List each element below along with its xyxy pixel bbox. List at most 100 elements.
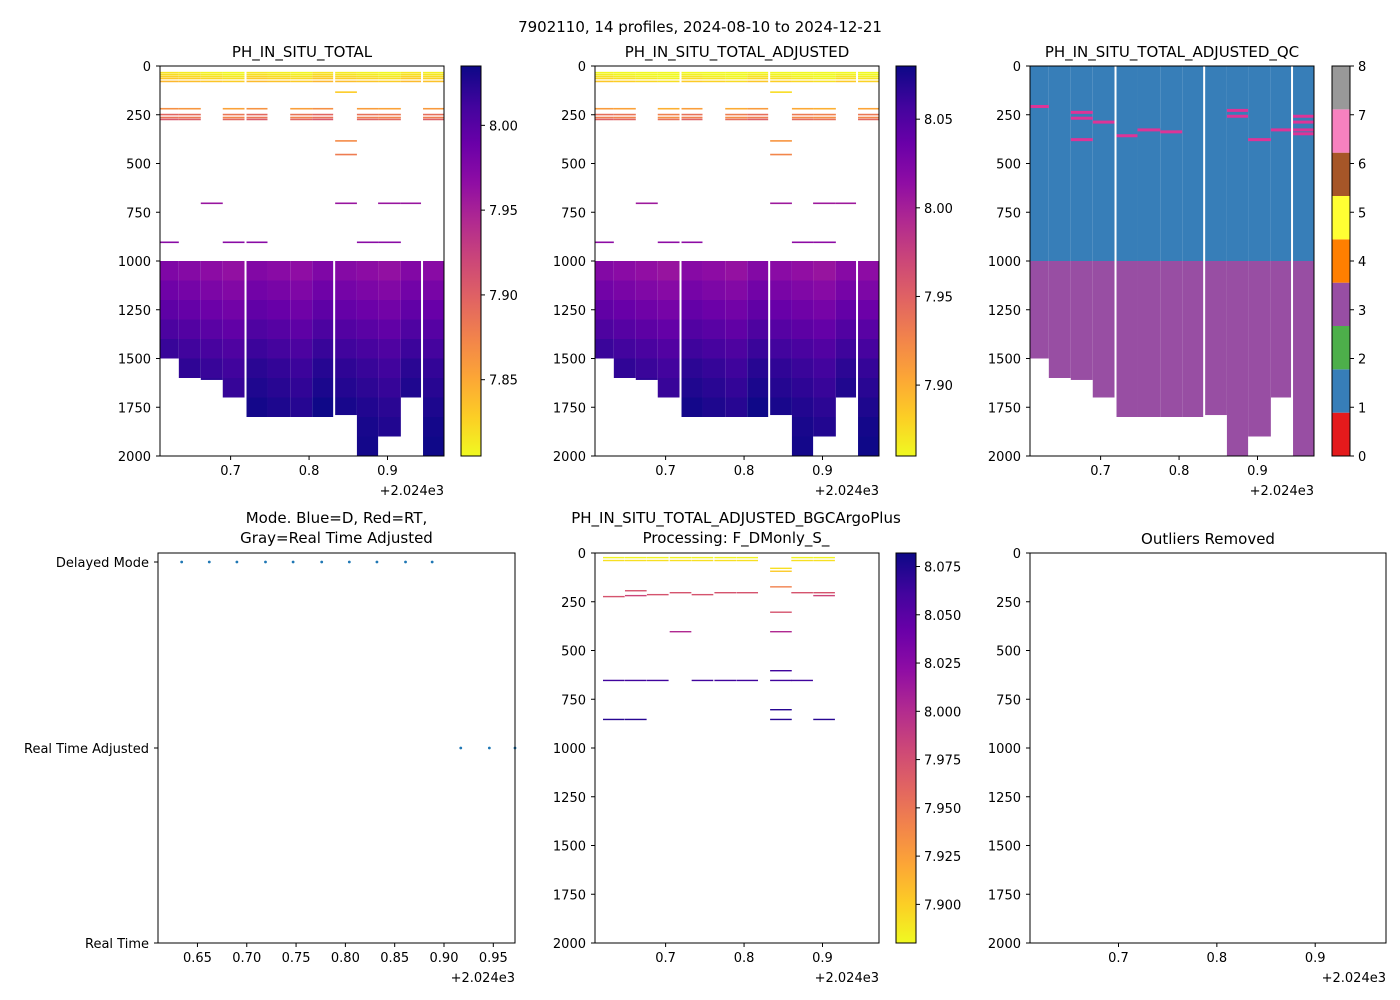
y-tick-label: 500 xyxy=(561,158,586,173)
heat-dash xyxy=(657,113,681,116)
colorbar-tick-label: 8.000 xyxy=(924,705,961,720)
heat-dash xyxy=(267,75,291,78)
heat-dash xyxy=(400,202,423,205)
heat-dash xyxy=(747,75,770,78)
heat-dash xyxy=(813,718,835,721)
x-offset-label: +2.024e3 xyxy=(815,484,879,499)
heat-cell xyxy=(400,358,423,378)
y-tick-label: 0 xyxy=(1013,547,1021,562)
y-tick-label: 500 xyxy=(126,158,151,173)
heat-cell xyxy=(312,319,335,339)
y-tick-label: 0 xyxy=(143,60,151,75)
heat-dash xyxy=(747,80,770,83)
heat-dash xyxy=(702,71,726,74)
heat-dash xyxy=(613,71,636,74)
heat-dash xyxy=(312,107,335,110)
heat-dash xyxy=(222,118,246,121)
heat-dash xyxy=(791,71,814,74)
heat-dash xyxy=(595,71,614,74)
heat-dash xyxy=(791,107,814,110)
heat-dash xyxy=(769,71,792,74)
heat-cell xyxy=(334,339,357,359)
heat-cell xyxy=(702,261,726,281)
x-tick-label: 0.95 xyxy=(479,951,508,966)
heat-dash xyxy=(857,75,879,78)
colorbar-tick-label: 5 xyxy=(1358,206,1366,221)
heat-cell xyxy=(769,261,792,281)
heat-cell xyxy=(680,339,703,359)
heat-dash xyxy=(334,80,357,83)
heat-cell xyxy=(334,378,357,398)
colorbar-tick-label: 8.075 xyxy=(924,561,961,576)
x-tick-label: 0.8 xyxy=(1169,464,1190,479)
heat-cell xyxy=(857,436,879,456)
heat-dash xyxy=(222,107,246,110)
heat-dash xyxy=(200,75,223,78)
y-category-label: Delayed Mode xyxy=(56,556,149,571)
heat-cell xyxy=(791,280,814,300)
heat-dash xyxy=(747,107,770,110)
heat-cell xyxy=(267,261,291,281)
heat-cell xyxy=(791,300,814,320)
mode-point xyxy=(235,560,239,564)
heat-dash xyxy=(857,80,879,83)
heat-dash xyxy=(400,77,423,80)
heat-dash xyxy=(613,77,636,80)
qc-cell xyxy=(1160,261,1183,417)
heat-dash xyxy=(422,71,444,74)
heat-dash xyxy=(334,71,357,74)
qc-cell xyxy=(1270,66,1293,261)
heat-dash xyxy=(595,113,614,116)
qc-flag-mark xyxy=(1070,110,1093,114)
heat-cell xyxy=(400,319,423,339)
heat-cell xyxy=(747,280,770,300)
heat-dash xyxy=(595,107,614,110)
heat-cell xyxy=(635,339,658,359)
colorbar-tick-label: 8.05 xyxy=(924,113,953,128)
qc-cell xyxy=(1248,66,1271,261)
heat-dash xyxy=(657,73,681,76)
heat-dash xyxy=(222,80,246,83)
heat-cell xyxy=(857,280,879,300)
heat-dash xyxy=(769,75,792,78)
heat-dash xyxy=(312,116,335,119)
colorbar-tick-label: 1 xyxy=(1358,401,1366,416)
heat-dash xyxy=(334,73,357,76)
qc-flag-mark xyxy=(1137,128,1161,132)
heat-cell xyxy=(222,378,246,398)
mode-point xyxy=(404,560,407,564)
heat-cell xyxy=(400,261,423,281)
qc-flag-mark xyxy=(1270,128,1293,132)
heat-cell xyxy=(378,397,401,417)
heat-dash xyxy=(725,80,748,83)
heat-dash xyxy=(613,116,636,119)
qc-flag-mark xyxy=(1160,130,1183,134)
heat-dash xyxy=(422,75,444,78)
y-tick-label: 2000 xyxy=(988,937,1021,952)
heat-dash xyxy=(680,71,703,74)
heat-cell xyxy=(290,378,313,398)
heat-dash xyxy=(178,118,201,121)
y-tick-label: 2000 xyxy=(553,937,586,952)
heat-dash xyxy=(245,75,268,78)
mode-point xyxy=(320,560,324,564)
heat-cell xyxy=(290,300,313,320)
heat-cell xyxy=(222,280,246,300)
heat-cell xyxy=(378,319,401,339)
y-tick-label: 1250 xyxy=(553,791,586,806)
heat-cell xyxy=(835,358,858,378)
heat-cell xyxy=(160,261,179,281)
heat-dash xyxy=(857,107,879,110)
colorbar-tick-label: 6 xyxy=(1358,158,1366,173)
y-tick-label: 1750 xyxy=(553,888,586,903)
heat-dash xyxy=(222,116,246,119)
heat-cell xyxy=(680,300,703,320)
x-tick-label: 0.9 xyxy=(812,951,833,966)
heat-dash xyxy=(657,71,681,74)
heat-cell xyxy=(813,417,836,437)
mode-point xyxy=(264,560,267,564)
heat-dash xyxy=(791,556,813,559)
heat-dash xyxy=(813,71,836,74)
heat-cell xyxy=(769,300,792,320)
heat-cell xyxy=(378,280,401,300)
